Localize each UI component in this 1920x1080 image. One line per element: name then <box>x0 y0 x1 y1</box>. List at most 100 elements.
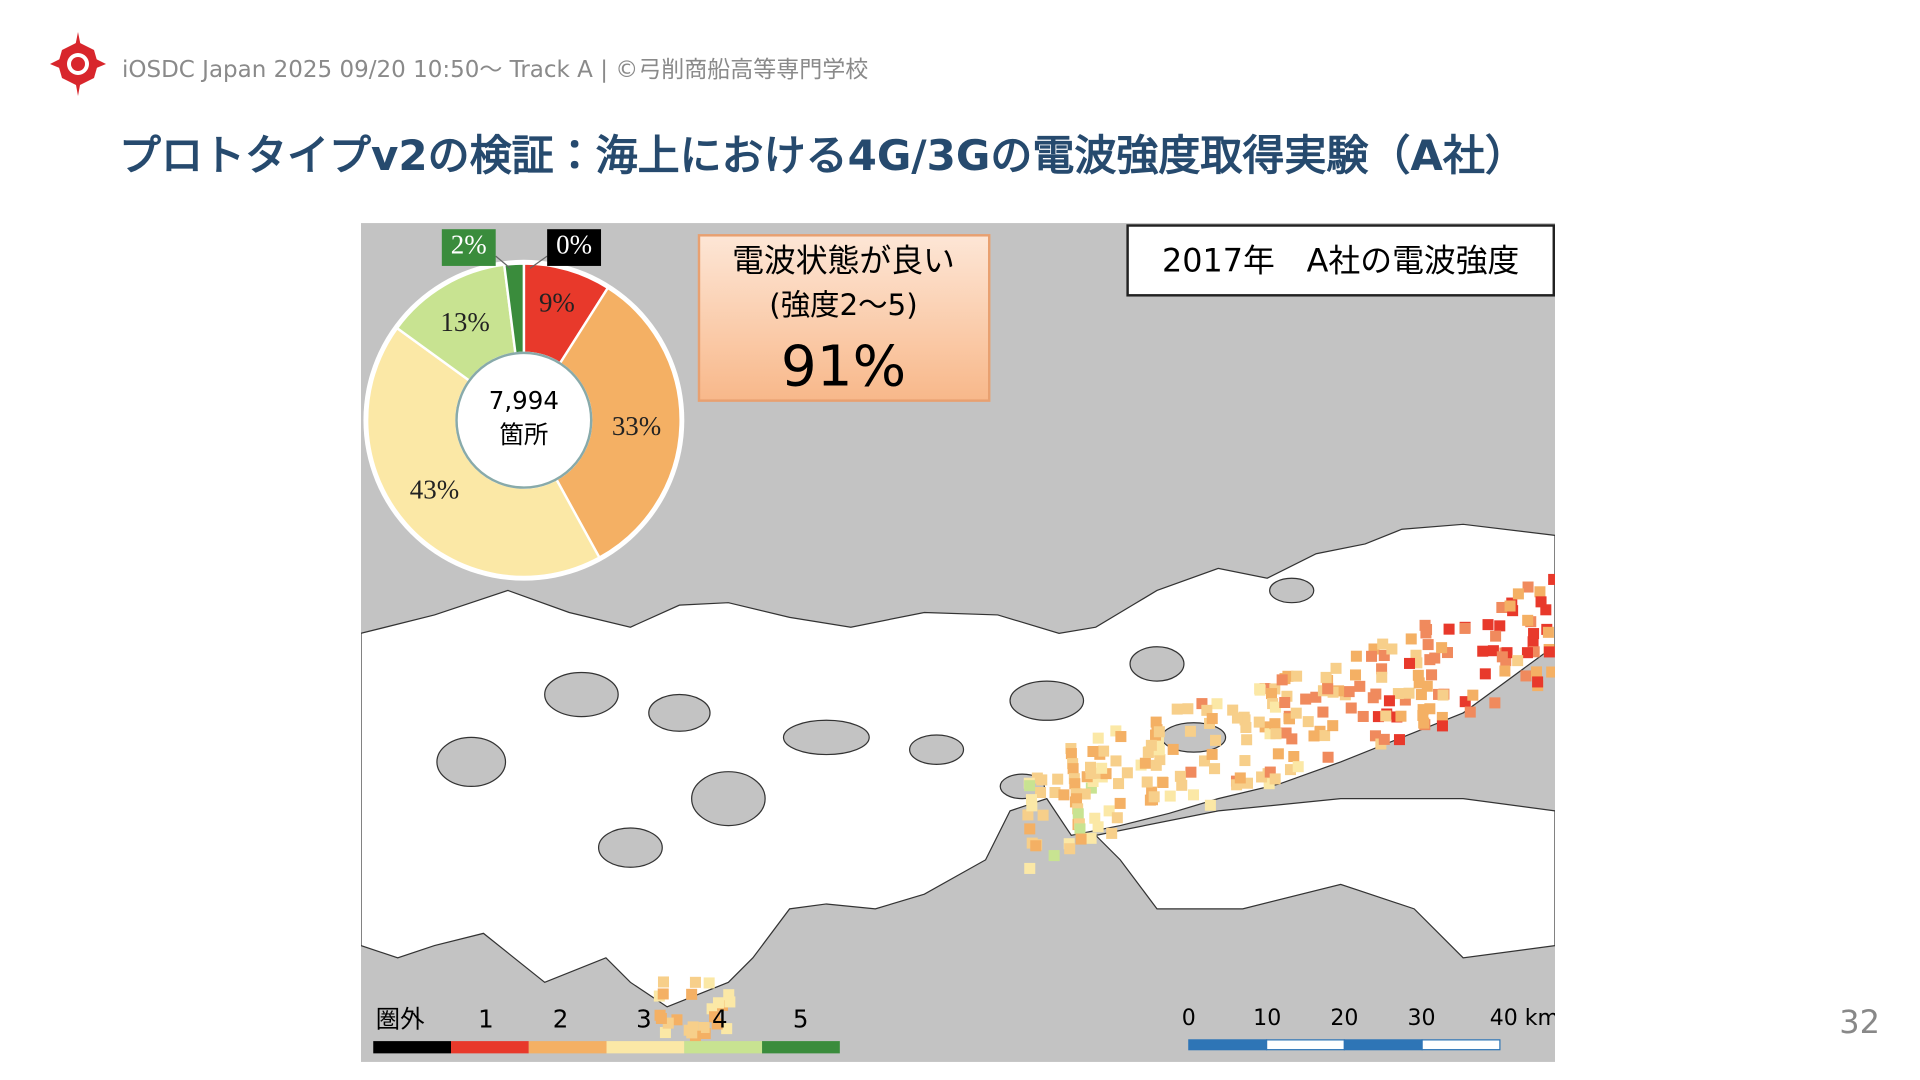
heat-cell <box>706 1003 718 1015</box>
heat-cell <box>1174 770 1186 782</box>
heat-cell <box>1292 761 1304 773</box>
heat-cell <box>1343 686 1355 698</box>
heat-cell <box>721 1023 733 1035</box>
heat-cell <box>1366 650 1378 662</box>
heat-cell <box>1209 763 1221 775</box>
pie-value-label: 0% <box>556 230 592 260</box>
scale-segment <box>1188 1039 1268 1051</box>
slide-title: プロトタイプv2の検証：海上における4G/3Gの電波強度取得実験（A社） <box>119 131 1527 180</box>
legend-label: 2 <box>553 1004 569 1033</box>
heat-cell <box>1542 626 1554 638</box>
heat-cell <box>1386 643 1398 655</box>
heat-cell <box>1376 671 1388 683</box>
heat-cell <box>1436 642 1448 654</box>
heat-cell <box>1443 623 1455 635</box>
scale-segment <box>1265 1039 1345 1051</box>
heat-cell <box>1350 650 1362 662</box>
heat-cell <box>1067 763 1079 775</box>
leader-line <box>495 255 511 269</box>
heat-cell <box>1024 823 1036 835</box>
heat-cell <box>1240 721 1252 733</box>
heat-cell <box>1284 764 1296 776</box>
heat-cell <box>703 977 715 989</box>
heat-cell <box>1291 670 1303 682</box>
heat-cell <box>709 1011 721 1023</box>
heat-cell <box>1426 669 1438 681</box>
scale-label: 0 <box>1182 1006 1196 1031</box>
heat-cell <box>1436 720 1448 732</box>
heat-cell <box>1024 780 1036 792</box>
figure: 7,994 箇所 0% 9% 33% 43% 13% 2% 電波状態が良い (強度2〜5) 91% 2… <box>361 223 1555 1062</box>
heat-cell <box>1540 604 1552 616</box>
heat-cell <box>1417 709 1429 721</box>
heat-cell <box>1527 636 1539 648</box>
heat-cell <box>1479 668 1491 680</box>
heat-cell <box>1281 690 1293 702</box>
pie-value-label: 43% <box>410 475 459 505</box>
heat-cell <box>1276 674 1288 686</box>
scale-label: 20 <box>1330 1006 1358 1031</box>
heat-cell <box>1522 614 1534 626</box>
header-text: iOSDC Japan 2025 09/20 10:50〜 Track A | … <box>122 57 869 83</box>
heat-cell <box>1111 812 1123 824</box>
heat-cell <box>1349 669 1362 681</box>
scale-label: 10 <box>1253 1006 1281 1031</box>
heat-cell <box>1367 692 1379 704</box>
heat-cell <box>1322 683 1334 695</box>
heat-cell <box>1512 655 1524 667</box>
heat-cell <box>1201 704 1213 716</box>
heat-cell <box>1534 586 1546 598</box>
legend-label: 圏外 <box>376 1004 425 1033</box>
heat-cell <box>1467 689 1479 701</box>
heat-cell <box>1499 665 1511 677</box>
heat-cell <box>1528 628 1540 640</box>
heat-cell <box>1079 788 1091 800</box>
heat-cell <box>1477 645 1489 657</box>
heat-cell <box>1546 666 1555 678</box>
legend-swatch <box>762 1041 840 1054</box>
heat-cell <box>1496 651 1508 663</box>
heat-cell <box>1064 843 1076 855</box>
heat-cell <box>1092 732 1104 744</box>
heat-cell <box>1184 725 1196 737</box>
heat-cell <box>1535 596 1547 608</box>
heat-cell <box>1512 588 1524 600</box>
heat-cell <box>671 1014 683 1026</box>
heat-cell <box>1048 850 1060 862</box>
heat-cell <box>1150 716 1162 728</box>
scale-label: 40 km <box>1490 1006 1555 1031</box>
heat-cell <box>1164 790 1176 802</box>
heat-cells <box>653 573 1555 1042</box>
heat-cell <box>1269 701 1281 713</box>
heat-cell <box>657 976 669 988</box>
heat-cell <box>1357 710 1369 722</box>
heat-cell <box>1106 827 1118 839</box>
heat-cell <box>1035 787 1047 799</box>
heat-cell <box>1302 716 1314 728</box>
heat-cell <box>1030 840 1042 852</box>
heat-cell <box>1412 669 1424 681</box>
heat-cell <box>1532 676 1544 688</box>
heat-cell <box>1420 627 1432 639</box>
heat-cell <box>1308 730 1320 742</box>
heat-cell <box>1522 581 1534 593</box>
heat-cell <box>1196 698 1208 710</box>
heat-cell <box>1025 794 1037 806</box>
heat-cell <box>1286 733 1298 745</box>
heat-cell <box>1185 766 1197 778</box>
heat-cell <box>1280 727 1292 739</box>
heat-cell <box>662 1017 674 1029</box>
heat-cell <box>1204 799 1216 811</box>
heat-cell <box>1098 745 1110 757</box>
heat-cell <box>1378 649 1390 661</box>
heat-cell <box>1231 779 1243 791</box>
heat-cell <box>1103 805 1115 817</box>
heat-cell <box>1148 791 1160 803</box>
heat-cell <box>1182 703 1194 715</box>
heat-cell <box>1256 771 1268 783</box>
heat-cell <box>699 1028 711 1040</box>
heat-cell <box>1399 694 1411 706</box>
heat-cell <box>1530 666 1543 678</box>
heat-cell <box>1024 862 1036 874</box>
heat-cell <box>1022 809 1034 821</box>
